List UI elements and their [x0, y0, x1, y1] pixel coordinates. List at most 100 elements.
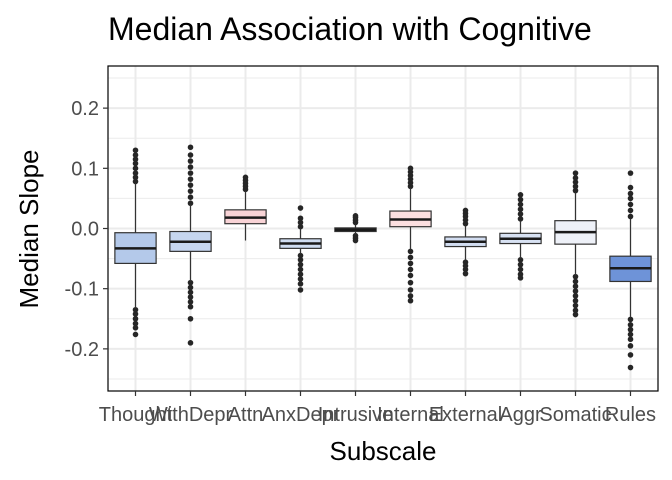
- x-tick-label: Somatic: [539, 404, 611, 426]
- outlier-point: [572, 170, 579, 176]
- y-tick-label: -0.1: [65, 279, 99, 301]
- x-tick-label: Thought: [99, 404, 173, 426]
- outlier-point: [187, 182, 194, 188]
- outlier-point: [627, 331, 634, 338]
- x-tick-label: Aggr: [499, 404, 542, 426]
- chart-title: Median Association with Cognitive: [108, 11, 592, 47]
- outlier-point: [297, 219, 304, 226]
- outlier-point: [132, 311, 139, 317]
- outlier-point: [517, 206, 524, 213]
- outlier-point: [407, 266, 414, 273]
- outlier-point: [572, 183, 579, 190]
- outlier-point: [517, 211, 524, 217]
- outlier-point: [572, 187, 579, 194]
- outlier-point: [572, 273, 579, 280]
- outlier-point: [297, 215, 304, 222]
- outlier-point: [187, 164, 194, 170]
- outlier-point: [572, 307, 579, 314]
- outlier-point: [627, 352, 634, 358]
- outlier-point: [242, 174, 249, 181]
- outlier-point: [517, 216, 524, 222]
- outlier-point: [187, 289, 194, 296]
- x-tick-label: AnxDepr: [262, 404, 340, 426]
- outlier-point: [407, 165, 414, 172]
- outlier-point: [627, 326, 634, 333]
- outlier-point: [572, 311, 579, 318]
- outlier-point: [132, 160, 139, 167]
- outlier-point: [187, 279, 194, 286]
- outlier-point: [627, 364, 634, 371]
- outlier-point: [627, 213, 634, 220]
- outlier-point: [627, 207, 634, 214]
- outlier-point: [517, 256, 524, 263]
- y-tick-label: 0.0: [71, 219, 99, 241]
- outlier-point: [627, 201, 634, 208]
- outlier-point: [572, 278, 579, 285]
- outlier-point: [517, 196, 524, 203]
- outlier-point: [462, 266, 469, 273]
- outlier-point: [297, 266, 304, 273]
- outlier-point: [132, 325, 139, 331]
- outlier-point: [572, 288, 579, 294]
- outlier-point: [132, 320, 139, 327]
- outlier-point: [627, 195, 634, 202]
- outlier-point: [297, 276, 304, 282]
- outlier-point: [517, 275, 524, 281]
- outlier-point: [627, 170, 634, 176]
- outlier-point: [297, 271, 304, 278]
- outlier-point: [407, 254, 414, 261]
- outlier-point: [132, 331, 139, 338]
- outlier-point: [297, 223, 304, 230]
- outlier-point: [627, 343, 634, 349]
- x-tick-label: Intrusive: [318, 404, 394, 426]
- plot-panel: 0.2 0.1 0.0 -0.1 -0.2 ThoughtWithDeprAttnAnxD…: [65, 65, 659, 426]
- outlier-point: [187, 200, 194, 207]
- outlier-point: [132, 147, 139, 154]
- x-tick-label: WithDepr: [149, 404, 233, 426]
- outlier-point: [297, 261, 304, 268]
- outlier-point: [187, 303, 194, 310]
- outlier-point: [187, 144, 194, 151]
- outlier-point: [572, 179, 579, 185]
- outlier-point: [187, 340, 194, 346]
- outlier-point: [517, 261, 524, 268]
- outlier-point: [517, 266, 524, 273]
- outlier-point: [297, 205, 304, 211]
- outlier-point: [132, 315, 139, 322]
- outlier-point: [572, 297, 579, 304]
- y-tick-label: -0.2: [65, 339, 99, 361]
- outlier-point: [132, 165, 139, 172]
- outlier-point: [187, 299, 194, 305]
- outlier-point: [132, 306, 139, 313]
- outlier-point: [572, 175, 579, 181]
- outlier-point: [132, 152, 139, 158]
- outlier-point: [132, 156, 139, 163]
- outlier-point: [132, 178, 139, 185]
- outlier-point: [627, 336, 634, 343]
- outlier-point: [187, 194, 194, 201]
- outlier-point: [132, 174, 139, 181]
- outlier-point: [627, 321, 634, 328]
- outlier-point: [132, 170, 139, 176]
- x-tick-label: Rules: [605, 404, 656, 426]
- x-tick-label: External: [429, 404, 502, 426]
- outlier-point: [462, 207, 469, 214]
- outlier-point: [187, 152, 194, 158]
- outlier-point: [407, 248, 414, 255]
- outlier-point: [627, 190, 634, 197]
- outlier-point: [352, 237, 359, 244]
- outlier-point: [407, 293, 414, 299]
- outlier-point: [297, 281, 304, 287]
- outlier-point: [572, 302, 579, 309]
- outlier-point: [297, 287, 304, 293]
- outlier-point: [407, 287, 414, 293]
- y-tick-label: 0.1: [71, 158, 99, 180]
- outlier-point: [517, 201, 524, 208]
- x-axis-title: Subscale: [330, 436, 437, 466]
- outlier-point: [407, 297, 414, 304]
- outlier-point: [297, 252, 304, 259]
- outlier-point: [187, 188, 194, 194]
- outlier-point: [517, 191, 524, 198]
- outlier-point: [187, 315, 194, 322]
- outlier-point: [407, 279, 414, 286]
